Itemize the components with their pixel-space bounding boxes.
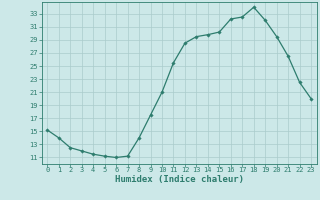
X-axis label: Humidex (Indice chaleur): Humidex (Indice chaleur) — [115, 175, 244, 184]
